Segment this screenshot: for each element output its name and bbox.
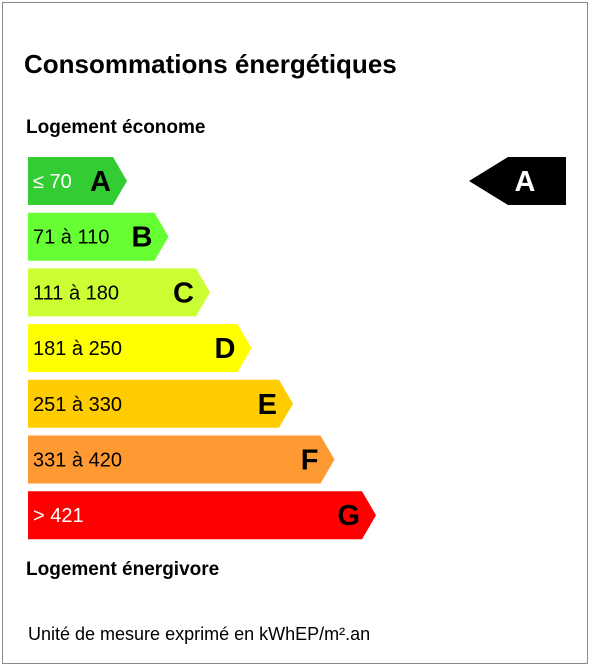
energy-class-a-letter: A <box>90 166 111 198</box>
energy-class-f-range: 331 à 420 <box>33 450 122 472</box>
economical-label: Logement économe <box>26 117 206 138</box>
energy-class-f-arrow <box>28 435 335 484</box>
energy-class-e-arrow <box>28 379 293 428</box>
energy-class-g-range: > 421 <box>33 505 84 527</box>
energy-class-c-arrow <box>28 268 210 317</box>
energy-class-g: > 421 G <box>28 491 376 540</box>
energy-intensive-label: Logement énergivore <box>26 559 220 580</box>
energy-class-a: ≤ 70 A <box>28 157 127 205</box>
energy-class-a-arrow <box>28 157 127 205</box>
energy-class-d-range: 181 à 250 <box>33 338 122 360</box>
energy-class-b: 71 à 110 B <box>28 212 169 261</box>
energy-class-c-range: 111 à 180 <box>33 282 119 304</box>
current-class-indicator-letter: A <box>515 166 536 198</box>
energy-class-d-arrow <box>28 324 252 373</box>
energy-class-c-letter: C <box>173 277 194 309</box>
energy-class-g-letter: G <box>337 500 360 532</box>
current-class-indicator-arrow <box>469 157 566 205</box>
energy-class-e: 251 à 330 E <box>28 379 293 428</box>
energy-class-e-range: 251 à 330 <box>33 394 122 416</box>
energy-class-b-range: 71 à 110 <box>33 227 109 249</box>
energy-class-d-letter: D <box>215 333 236 365</box>
current-class-indicator: A <box>469 157 566 205</box>
energy-class-e-letter: E <box>258 389 277 421</box>
chart-title: Consommations énergétiques <box>24 49 397 79</box>
energy-class-f: 331 à 420 F <box>28 435 335 484</box>
energy-class-b-arrow <box>28 212 169 261</box>
energy-class-d: 181 à 250 D <box>28 324 252 373</box>
energy-class-a-range: ≤ 70 <box>33 171 72 193</box>
energy-class-f-letter: F <box>301 445 319 477</box>
unit-note: Unité de mesure exprimé en kWhEP/m².an <box>28 624 371 644</box>
energy-class-g-arrow <box>28 491 376 540</box>
energy-class-c: 111 à 180 C <box>28 268 210 317</box>
energy-class-b-letter: B <box>132 222 153 254</box>
